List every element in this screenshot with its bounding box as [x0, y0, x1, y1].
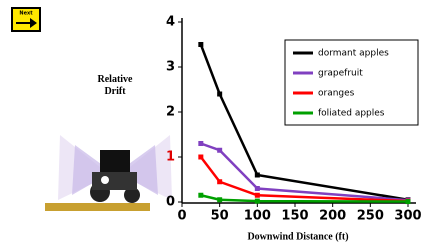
point [255, 199, 260, 204]
point [217, 197, 222, 202]
point [198, 155, 203, 160]
legend-label: oranges [318, 89, 355, 99]
legend-label: foliated apples [318, 109, 385, 119]
x-tick-label: 150 [281, 209, 308, 224]
point [255, 173, 260, 178]
point [255, 193, 260, 198]
y-tick-label: 2 [166, 105, 175, 120]
x-axis-label: Downwind Distance (ft) [247, 231, 348, 242]
x-tick-label: 0 [177, 209, 186, 224]
point [255, 186, 260, 191]
point [217, 92, 222, 97]
x-tick-label: 250 [357, 209, 384, 224]
point [198, 141, 203, 146]
next-button[interactable]: Next [12, 8, 40, 31]
legend: dormant apples grapefruit oranges foliated … [285, 40, 418, 125]
point [198, 193, 203, 198]
point [217, 148, 222, 153]
y-tick-label: 4 [166, 15, 175, 30]
x-tick-label: 200 [319, 209, 346, 224]
series-line [201, 144, 408, 201]
x-tick-label: 50 [211, 209, 229, 224]
point [198, 42, 203, 47]
x-tick-label: 300 [394, 209, 421, 224]
legend-label: dormant apples [318, 49, 389, 59]
x-tick-label: 100 [244, 209, 271, 224]
point [406, 199, 411, 204]
sprayer-illustration [45, 135, 172, 211]
y-tick-label: 1 [166, 150, 175, 165]
y-tick-label: 0 [166, 195, 175, 210]
chart: Next RelativeDrift Downwind Distance (ft… [0, 0, 423, 247]
button-label: Next [19, 11, 33, 17]
legend-label: grapefruit [318, 69, 363, 79]
y-tick-label: 3 [166, 60, 175, 75]
point [217, 179, 222, 184]
